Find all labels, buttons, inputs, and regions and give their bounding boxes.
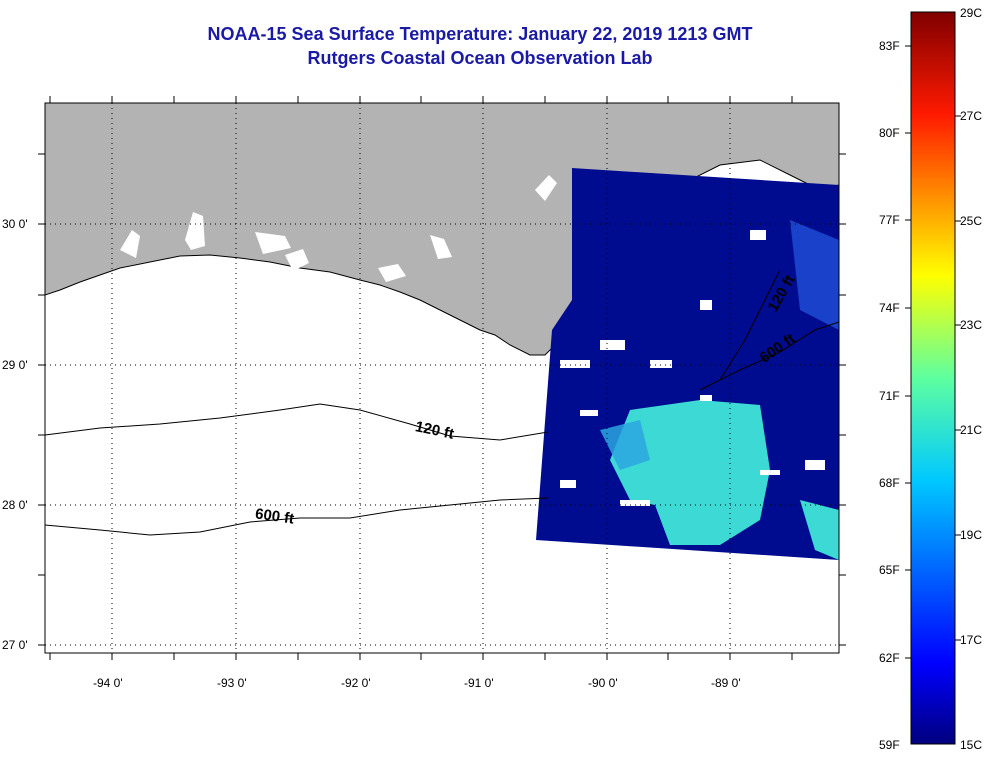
bathymetry-contours	[45, 269, 839, 536]
colorbar	[910, 11, 956, 745]
colorbar-c-label: 23C	[960, 318, 983, 332]
colorbar-f-label: 77F	[879, 213, 900, 227]
colorbar-c-label: 21C	[960, 423, 983, 437]
inland-water	[120, 175, 557, 282]
colorbar-c-label: 29C	[960, 6, 983, 20]
colorbar-f-label: 62F	[879, 651, 900, 665]
colorbar-f-label: 68F	[879, 476, 900, 490]
colorbar-f-label: 74F	[879, 301, 900, 315]
colorbar-ticks	[905, 45, 961, 659]
lon-label: -91 0'	[464, 676, 494, 690]
lat-label: 29 0'	[2, 358, 28, 372]
colorbar-c-label: 17C	[960, 633, 983, 647]
colorbar-c-label: 25C	[960, 214, 983, 228]
lon-label: -94 0'	[93, 676, 123, 690]
lon-label: -89 0'	[711, 676, 741, 690]
sst-swath	[536, 168, 839, 560]
lat-label: 30 0'	[2, 217, 28, 231]
lat-lon-grid	[45, 103, 839, 653]
lon-label: -93 0'	[217, 676, 247, 690]
lon-label: -90 0'	[588, 676, 618, 690]
colorbar-c-label: 15C	[960, 738, 983, 752]
colorbar-c-label: 19C	[960, 528, 983, 542]
colorbar-f-label: 83F	[879, 39, 900, 53]
map-title: NOAA-15 Sea Surface Temperature: January…	[207, 24, 753, 44]
colorbar-f-label: 80F	[879, 126, 900, 140]
colorbar-f-label: 71F	[879, 389, 900, 403]
land-mass	[45, 103, 839, 356]
map-subtitle: Rutgers Coastal Ocean Observation Lab	[307, 48, 653, 68]
colorbar-c-label: 27C	[960, 109, 983, 123]
lat-label: 28 0'	[2, 498, 28, 512]
lat-label: 27 0'	[2, 638, 28, 652]
map-frame	[44, 102, 840, 654]
colorbar-f-label: 65F	[879, 563, 900, 577]
lon-label: -92 0'	[341, 676, 371, 690]
colorbar-f-label: 59F	[879, 738, 900, 752]
tick-marks	[38, 96, 846, 660]
